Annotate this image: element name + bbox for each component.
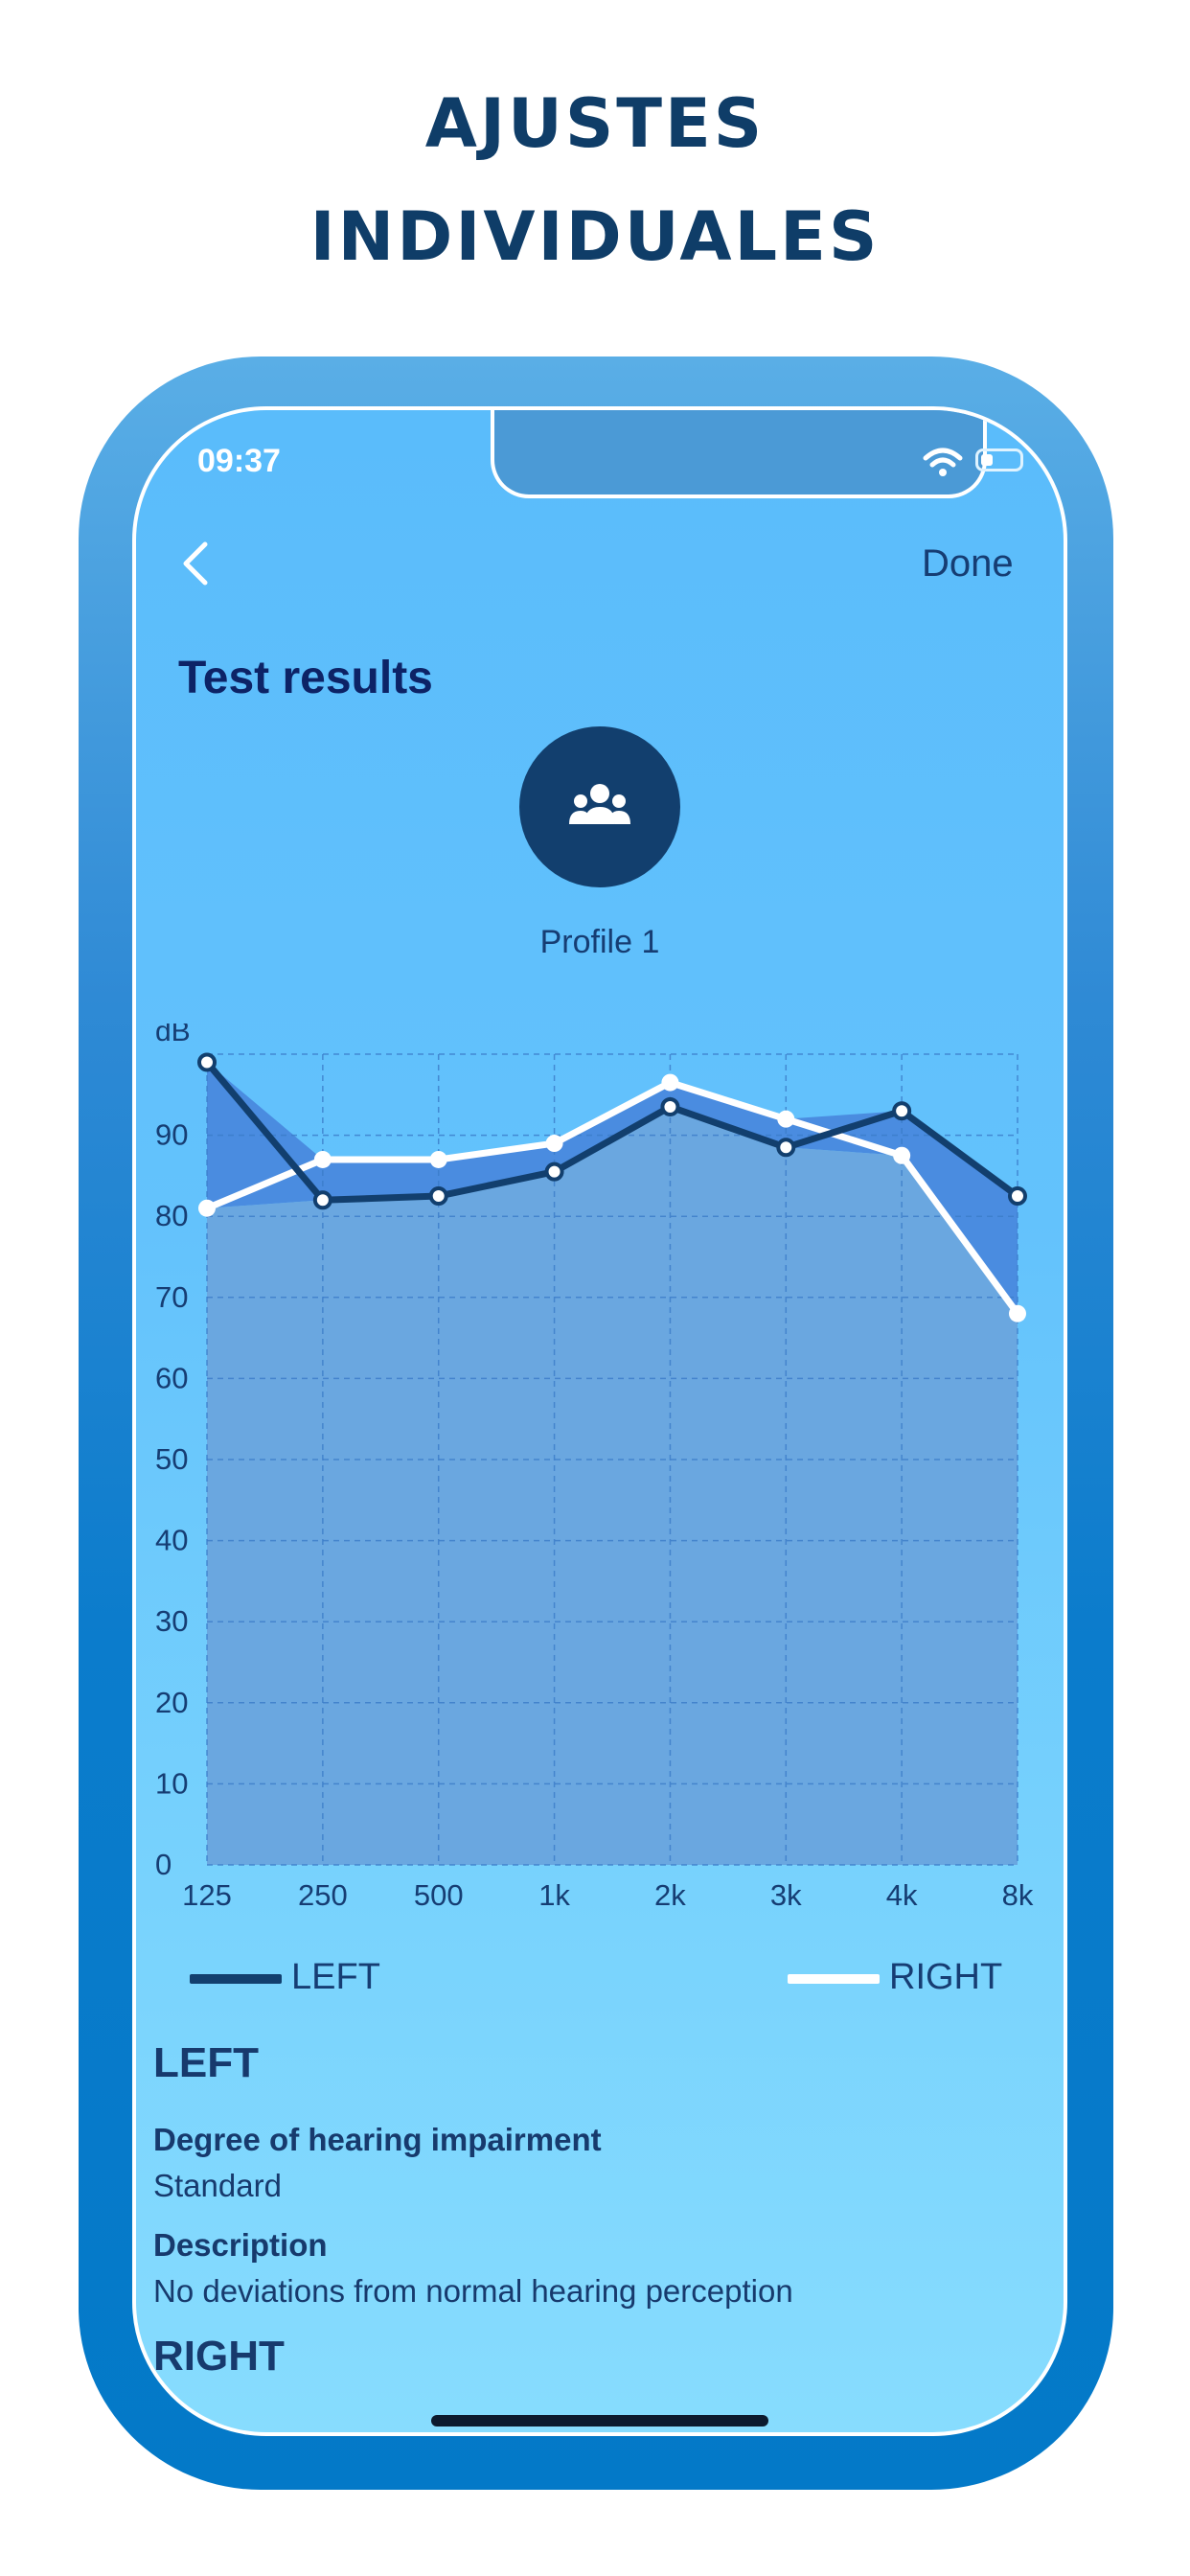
audiogram-chart: dB 0 10 20 30 40 50 60 70 80 90 125 250 500 1k 2k 3k 4k 8k	[155, 1024, 1034, 1912]
y-tick-label: 60	[155, 1361, 188, 1394]
x-tick-label: 8k	[1002, 1878, 1034, 1912]
y-axis-label: dB	[155, 1024, 191, 1047]
series-right-point	[661, 1073, 679, 1092]
series-right-point	[545, 1135, 563, 1153]
series-left-point	[776, 1138, 796, 1158]
legend-left-swatch	[190, 1974, 282, 1984]
page-title: Test results	[178, 653, 433, 703]
series-left-line	[204, 1060, 1020, 1204]
profile-name: Profile 1	[539, 924, 660, 960]
degree-label: Degree of hearing impairment	[153, 2122, 602, 2157]
series-left-point	[1008, 1186, 1027, 1207]
x-tick-label: 500	[414, 1878, 464, 1912]
y-tick-label: 90	[155, 1118, 188, 1152]
y-tick-label: 10	[155, 1766, 188, 1800]
y-tick-label: 80	[155, 1199, 188, 1232]
profile-avatar[interactable]	[519, 726, 680, 887]
headline-line-1: AJUSTES	[424, 84, 766, 163]
x-tick-label: 2k	[654, 1878, 686, 1912]
series-left-point	[544, 1162, 564, 1182]
series-right-point	[429, 1150, 447, 1168]
series-right-point	[893, 1146, 911, 1164]
series-left-point	[312, 1190, 332, 1210]
battery-icon	[975, 448, 1023, 472]
series-right-point	[313, 1150, 332, 1168]
degree-value: Standard	[153, 2168, 282, 2203]
series-left-point	[428, 1186, 448, 1207]
series-right-line	[205, 1079, 1020, 1316]
y-tick-label: 70	[155, 1280, 188, 1314]
series-right-point	[1009, 1304, 1026, 1322]
right-section-heading: RIGHT	[153, 2333, 285, 2380]
legend-left-label: LEFT	[291, 1957, 380, 1997]
series-right-point	[198, 1199, 216, 1217]
series-left-point	[197, 1052, 217, 1072]
x-tick-label: 250	[298, 1878, 348, 1912]
phone-screen: 09:37 Done Test results Profile 1 dB 0 10 2…	[132, 406, 1067, 2436]
status-time: 09:37	[197, 443, 281, 479]
series-base-area	[207, 1106, 1018, 1865]
legend-right-swatch	[788, 1974, 880, 1984]
x-tick-label: 1k	[538, 1878, 570, 1912]
battery-level	[981, 454, 993, 466]
notch	[491, 410, 987, 498]
headline-line-2: INDIVIDUALES	[309, 197, 881, 276]
x-tick-label: 3k	[770, 1878, 802, 1912]
y-tick-label: 50	[155, 1442, 188, 1476]
y-tick-label: 20	[155, 1686, 188, 1719]
description-value: No deviations from normal hearing percep…	[153, 2273, 793, 2309]
home-indicator[interactable]	[431, 2415, 768, 2426]
x-tick-label: 125	[182, 1878, 232, 1912]
description-label: Description	[153, 2227, 328, 2263]
user-group-icon	[569, 784, 630, 824]
done-button[interactable]: Done	[922, 542, 1014, 585]
x-tick-label: 4k	[886, 1878, 918, 1912]
series-left-point	[892, 1101, 912, 1121]
y-tick-label: 0	[155, 1848, 172, 1881]
series-right-point	[777, 1110, 795, 1128]
y-tick-label: 30	[155, 1604, 188, 1638]
back-chevron-icon[interactable]	[169, 535, 226, 592]
y-tick-label: 40	[155, 1524, 188, 1557]
series-left-point	[660, 1096, 680, 1116]
legend-right-label: RIGHT	[889, 1957, 1003, 1997]
wifi-icon	[923, 448, 963, 476]
left-section-heading: LEFT	[153, 2039, 259, 2086]
